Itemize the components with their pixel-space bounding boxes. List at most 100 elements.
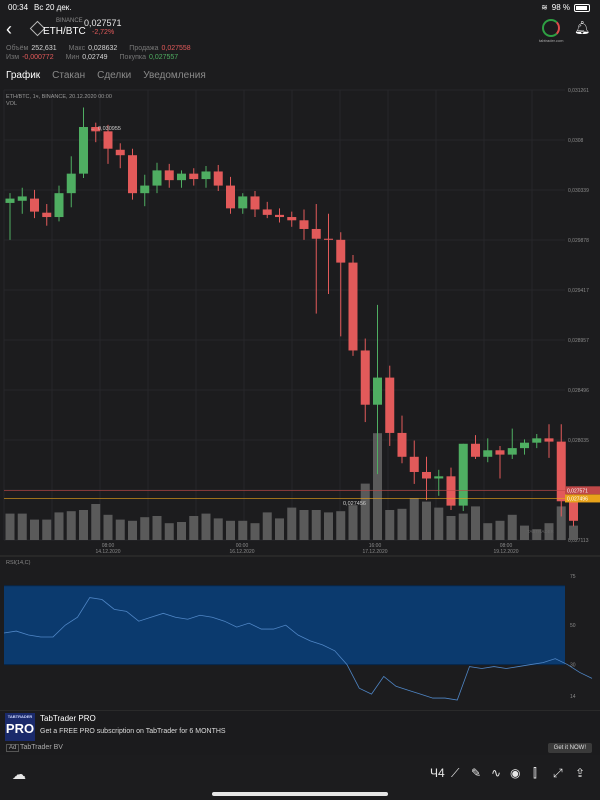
volume-bar [385,510,395,540]
price-badge-orange: 0,027496 [567,496,588,502]
volume-bar [287,507,297,540]
candle-body [556,441,566,502]
candle-type-icon[interactable]: ⫿ [533,766,537,780]
candle-body [532,438,542,443]
share-icon[interactable]: ⇪ [575,766,586,780]
x-tick-date: 16.12.2020 [229,549,254,555]
candle-body [409,456,419,472]
volume-bar [348,505,358,540]
y-tick-label: 0,0308 [568,138,584,144]
candle-body [569,501,578,521]
volume-bar [66,511,76,540]
status-bar: 00:34 Вс 20 дек. ≋ 98 % [0,0,600,14]
back-arrow-icon[interactable]: ‹ [6,19,12,39]
volume-bar [311,510,321,540]
volume-bar [471,506,480,540]
volume-bar [189,516,199,540]
visibility-eye-icon[interactable]: ◉ [510,766,521,780]
interval-selector[interactable]: Ч4 [430,766,445,780]
volume-bar [520,525,529,540]
stat-label: Макс [68,45,86,52]
price-chart-svg[interactable]: 0,031261 0,0308 0,030339 0,029878 0,029417 0,… [0,86,600,710]
volume-bar [446,516,456,540]
ad-logo-big-text: PRO [5,721,35,736]
volume-bar [299,510,309,540]
ad-logo: TABTRADER PRO [5,713,35,741]
volume-bar [164,523,174,540]
tab-3[interactable]: Уведомления [143,70,206,81]
candle-body [324,238,333,240]
tab-2[interactable]: Сделки [97,70,132,81]
volume-bar [213,518,223,540]
ruler-icon[interactable]: ⟋ [451,766,460,780]
tabtrader-logo[interactable]: tabtrader.com [539,19,563,43]
stat-label: Продажа [129,45,159,52]
volume-bar [507,514,517,540]
candle-body [275,214,284,218]
chart-area[interactable]: 0,031261 0,0308 0,030339 0,029878 0,029417 0,… [0,86,600,710]
high-arrow-icon: ← [90,126,96,132]
volume-bar [422,501,431,540]
volume-bar [569,525,578,540]
battery-level: 98 % [551,3,570,12]
candle-body [91,126,101,132]
price-badge-orange-bg [565,494,600,503]
x-tick-date: 19.12.2020 [493,549,518,555]
candle-body [397,432,407,457]
ad-logo-small-text: TABTRADER [7,714,33,719]
volume-bar [226,520,235,540]
candle-body [483,450,493,457]
volume-bar [275,518,284,540]
ad-banner[interactable]: TABTRADER PRO TabTrader PRO Get a FREE P… [0,710,600,755]
candle-body [140,185,150,194]
ad-cta-button[interactable]: Get it NOW! [547,743,592,753]
candle-body [385,377,395,433]
indicators-icon[interactable]: ∿ [491,766,502,780]
change-percent: -2,72% [92,29,115,36]
volume-bar [483,523,493,540]
volume-bar [91,504,101,540]
candle-body [373,377,382,405]
candle-body [446,476,456,506]
ad-advertiser: TabTrader BV [20,744,63,751]
ad-badge: Ad [6,744,20,752]
chart-legend-line2: VOL [6,101,17,107]
add-alert-bell-icon[interactable]: 🔔︎ [574,20,591,35]
volume-bar [373,433,382,540]
rsi-tick-label: 50 [570,623,576,629]
volume-bar [115,519,125,540]
tab-1[interactable]: Стакан [52,70,86,81]
candle-body [201,171,211,180]
tab-0[interactable]: График [6,70,41,81]
candle-body [299,220,309,229]
candle-body [42,212,52,218]
volume-bar [532,529,542,540]
volume-bar [201,513,211,540]
cloud-icon[interactable]: ☁︎ [12,766,26,782]
stat-value: 0,028632 [88,45,118,52]
candle-body [30,198,39,212]
ad-title: TabTrader PRO [40,714,96,723]
stat-value: -0,000772 [22,54,54,61]
candle-body [262,209,272,215]
stat-value: 252,631 [31,45,57,52]
candle-body [495,450,505,455]
x-tick-time: 08:00 [102,543,115,549]
draw-pencil-icon[interactable]: ✎ [471,766,482,780]
volume-bar [152,516,162,540]
watermark: TABTRADER [527,529,555,534]
y-tick-label: 0,029417 [568,288,589,294]
volume-bar [238,520,248,540]
volume-bar [250,523,260,540]
volume-marker: 0,027456 [343,501,366,507]
y-tick-label: 0,027113 [568,538,589,544]
candle-body [287,217,297,221]
x-tick-date: 17.12.2020 [362,549,387,555]
pair-name[interactable]: ETH/BTC [43,26,86,37]
candle-body [79,126,88,174]
candle-body [458,443,468,506]
candle-body [360,350,370,405]
expand-icon[interactable]: ⤢ [553,766,563,780]
y-tick-label: 0,029878 [568,238,589,244]
candle-body [115,149,125,156]
